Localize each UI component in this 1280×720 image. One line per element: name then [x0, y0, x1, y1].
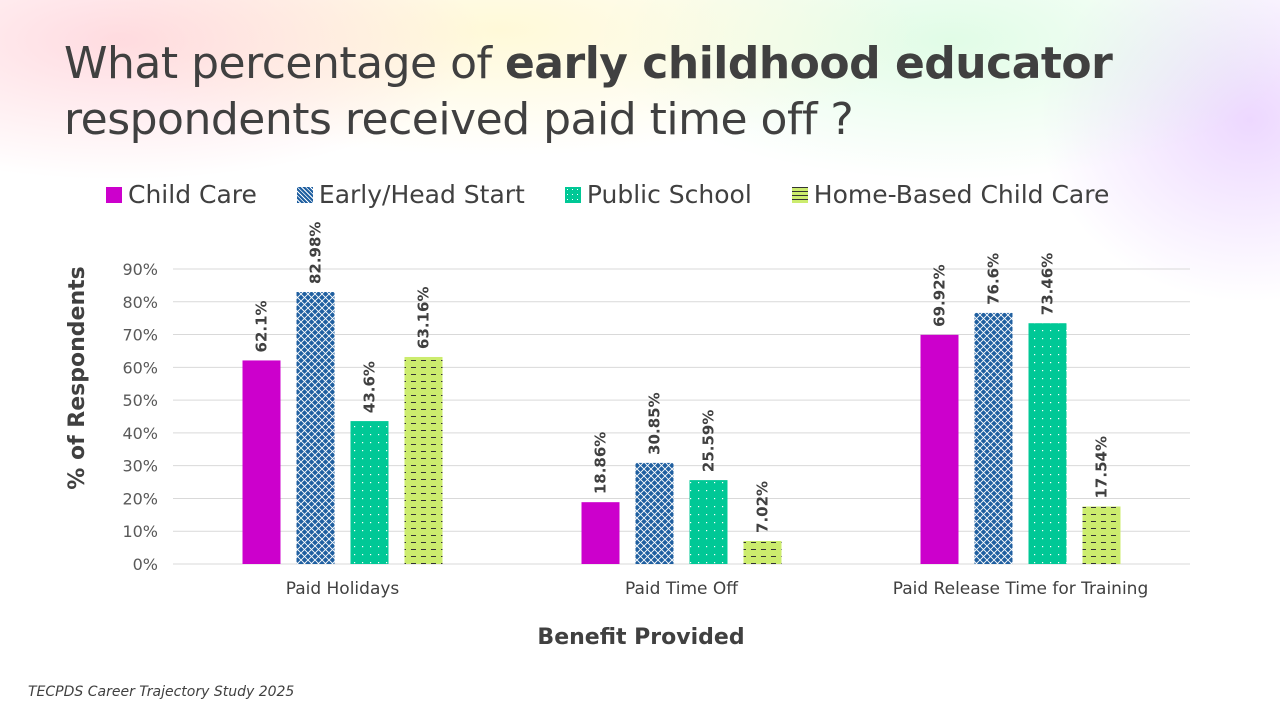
data-label: 18.86% [592, 432, 610, 494]
legend-item: Child Care [106, 180, 257, 209]
legend-item: Public School [564, 180, 752, 209]
data-label: 76.6% [985, 253, 1003, 305]
bar [1082, 506, 1121, 564]
bar [743, 540, 782, 564]
bar [689, 480, 728, 564]
bar [350, 421, 389, 564]
bar [242, 360, 281, 564]
x-category-label: Paid Release Time for Training [893, 579, 1149, 599]
legend-swatch [564, 186, 581, 203]
y-tick-label: 60% [122, 358, 158, 377]
bar [581, 502, 620, 564]
data-label: 7.02% [754, 481, 772, 533]
legend-swatch [106, 186, 122, 203]
legend-item: Early/Head Start [296, 180, 525, 209]
y-tick-label: 40% [122, 424, 158, 443]
y-tick-label: 50% [122, 391, 158, 410]
source-footnote: TECPDS Career Trajectory Study 2025 [28, 684, 295, 700]
data-label: 43.6% [361, 361, 379, 413]
bar [296, 292, 335, 564]
title-text-post: respondents received paid time off ? [64, 94, 854, 145]
bar [920, 334, 959, 564]
legend-label: Early/Head Start [318, 180, 525, 209]
y-axis-title: % of Respondents [65, 266, 90, 489]
legend-label: Home-Based Child Care [813, 180, 1110, 209]
y-tick-label: 70% [122, 326, 158, 345]
legend-item: Home-Based Child Care [791, 180, 1110, 209]
y-tick-label: 30% [122, 457, 158, 476]
data-label: 73.46% [1039, 253, 1057, 315]
legend-swatch [791, 186, 808, 203]
y-tick-label: 90% [122, 260, 158, 279]
bar [635, 462, 674, 564]
y-tick-label: 80% [122, 293, 158, 312]
x-axis-title: Benefit Provided [537, 625, 744, 650]
x-category-label: Paid Holidays [286, 579, 400, 599]
y-tick-label: 0% [133, 555, 158, 574]
data-label: 17.54% [1093, 436, 1111, 498]
y-tick-label: 20% [122, 489, 158, 508]
data-label: 82.98% [307, 222, 325, 284]
title-text-bold: early childhood educator [504, 38, 1113, 89]
title-text-pre: What percentage of [64, 38, 505, 89]
legend-label: Child Care [128, 180, 257, 209]
bar [404, 356, 443, 564]
bar [974, 312, 1013, 564]
x-category-label: Paid Time Off [625, 579, 739, 599]
chart-legend: Child Care Early/Head Start Public School H… [106, 180, 1149, 209]
page-title: What percentage of early childhood educa… [64, 36, 1113, 148]
legend-label: Public School [586, 180, 752, 209]
data-label: 62.1% [253, 300, 271, 352]
data-label: 30.85% [646, 392, 664, 454]
data-label: 69.92% [931, 264, 949, 326]
bar [1028, 323, 1067, 564]
data-label: 25.59% [700, 410, 718, 472]
legend-swatch [296, 186, 313, 203]
data-label: 63.16% [415, 286, 433, 348]
y-tick-label: 10% [122, 522, 158, 541]
